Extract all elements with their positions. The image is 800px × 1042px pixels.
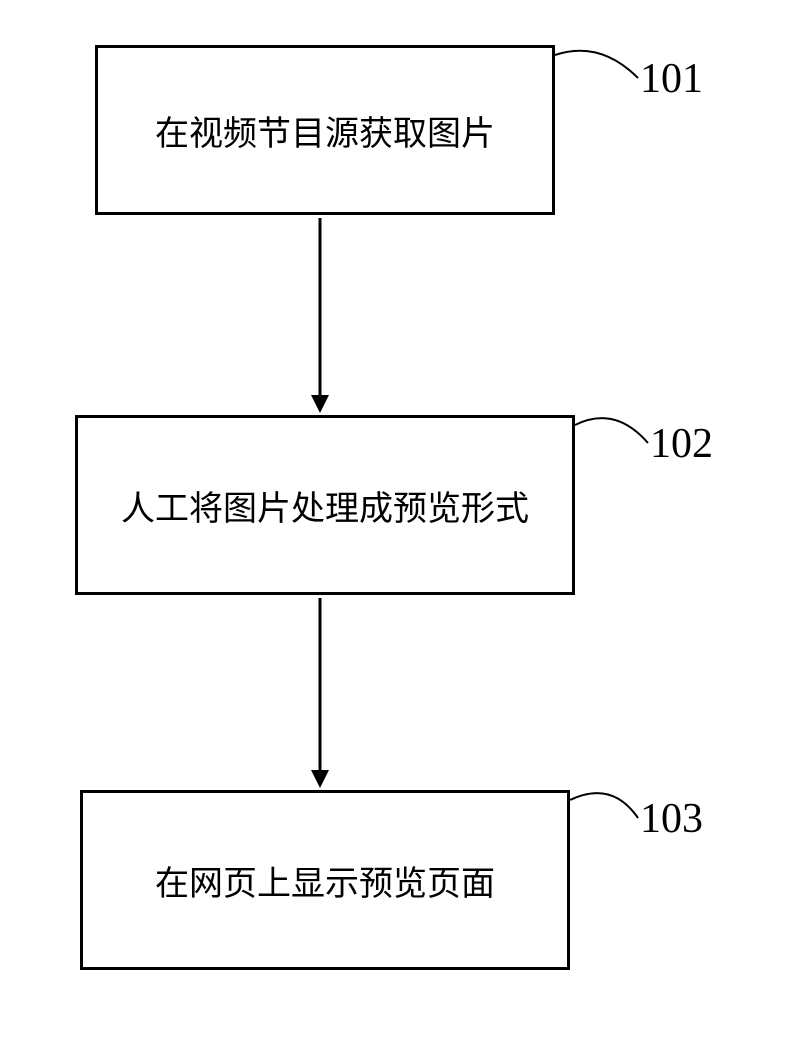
flow-node-3-text: 在网页上显示预览页面 [155,856,495,905]
flow-node-3-label: 103 [640,795,703,843]
flow-node-1-text: 在视频节目源获取图片 [155,106,495,155]
flow-node-1: 在视频节目源获取图片 [95,45,555,215]
flow-node-2-text: 人工将图片处理成预览形式 [121,481,529,530]
callout-3 [570,793,638,818]
callout-1 [555,51,638,78]
flow-node-2-label: 102 [650,420,713,468]
flow-node-1-label: 101 [640,55,703,103]
flowchart-canvas: 在视频节目源获取图片 101 人工将图片处理成预览形式 102 在网页上显示预览… [0,0,800,1042]
callout-2 [575,418,648,443]
flow-node-2: 人工将图片处理成预览形式 [75,415,575,595]
flow-node-3: 在网页上显示预览页面 [80,790,570,970]
